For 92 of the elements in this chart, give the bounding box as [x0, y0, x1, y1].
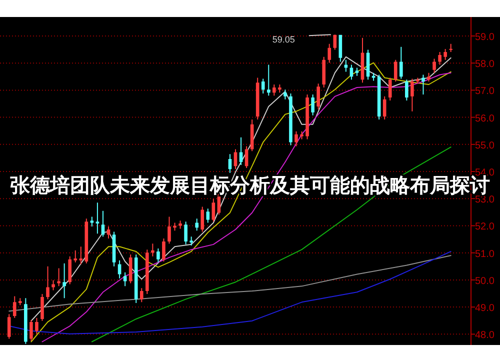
candlestick	[382, 96, 386, 120]
candlestick	[432, 58, 436, 73]
candlestick	[278, 84, 282, 93]
candlestick	[178, 220, 182, 229]
candlestick	[394, 60, 398, 82]
candlestick	[168, 216, 171, 244]
y-tick-label: 56.0	[475, 113, 495, 124]
candlestick	[162, 238, 166, 262]
candlestick	[416, 78, 420, 84]
candlestick	[173, 222, 176, 231]
y-tick-label: 58.0	[475, 59, 495, 70]
candlestick	[206, 208, 210, 223]
line-series	[8, 250, 452, 334]
candlestick	[79, 246, 83, 264]
candlestick	[190, 236, 193, 246]
candlestick	[422, 74, 425, 95]
candlestick	[244, 146, 248, 168]
candlestick	[256, 78, 260, 120]
y-tick-label: 57.0	[475, 86, 495, 98]
candlestick	[399, 46, 403, 79]
candlestick	[405, 80, 408, 100]
candlestick	[234, 149, 238, 170]
candlestick	[123, 272, 127, 286]
candlestick	[46, 266, 50, 300]
candlestick	[151, 244, 154, 256]
candlestick	[306, 94, 309, 140]
candlestick	[101, 210, 105, 237]
y-tick-label: 51.0	[475, 248, 495, 260]
candlestick	[106, 226, 110, 238]
y-tick-label: 50.0	[475, 276, 495, 287]
candlestick	[228, 154, 232, 173]
candlestick	[322, 56, 326, 88]
candlestick	[118, 260, 122, 278]
candlestick	[84, 218, 88, 264]
candlestick	[250, 119, 254, 152]
candlestick	[24, 298, 28, 344]
candlestick	[300, 131, 304, 140]
candlestick	[156, 248, 160, 262]
candlestick	[350, 64, 354, 80]
candlestick	[62, 263, 66, 298]
candlestick	[96, 202, 100, 234]
candlestick	[328, 44, 332, 63]
candlestick	[18, 298, 22, 306]
candlestick	[366, 50, 370, 80]
candlestick	[12, 296, 16, 318]
candlestick	[444, 48, 447, 60]
y-tick-label: 48.0	[475, 330, 495, 342]
y-tick-label: 59.0	[475, 32, 495, 43]
candlestick	[388, 78, 392, 100]
candlestick	[7, 314, 11, 339]
candlestick	[266, 64, 270, 96]
candlestick	[212, 198, 216, 222]
candlestick	[272, 84, 276, 96]
candlestick	[438, 52, 442, 65]
candlestick	[35, 318, 38, 334]
candlestick	[74, 250, 78, 262]
candlestick	[410, 78, 414, 112]
candlestick	[289, 93, 292, 146]
candlestick	[360, 38, 364, 83]
candlestick	[239, 137, 243, 166]
candlestick	[333, 34, 337, 50]
candlestick	[377, 74, 381, 120]
candlestick	[30, 320, 33, 341]
candlestick	[40, 294, 44, 321]
candlestick	[128, 254, 132, 284]
candlestick	[261, 78, 265, 94]
candlestick	[52, 280, 55, 290]
candlestick	[344, 60, 348, 72]
annotation: 59.05	[272, 34, 295, 45]
y-tick-label: 49.0	[475, 303, 495, 314]
y-tick-label: 55.0	[475, 140, 495, 152]
candlestick	[294, 131, 298, 146]
candlestick	[427, 72, 430, 82]
candlestick	[284, 90, 287, 100]
candlestick	[449, 44, 452, 52]
candlestick	[145, 250, 149, 294]
candlestick	[57, 268, 60, 286]
candlestick	[184, 222, 188, 244]
candlestick	[112, 232, 116, 266]
candlestick	[140, 288, 144, 302]
candlestick	[90, 216, 94, 227]
candlestick	[200, 206, 204, 232]
candlestick	[355, 68, 359, 76]
candlestick	[316, 84, 320, 110]
candlestick	[338, 34, 342, 62]
candlestick	[134, 254, 138, 303]
y-tick-label: 52.0	[475, 222, 495, 233]
candlestick	[195, 218, 199, 231]
y-tick-label: 53.0	[475, 194, 495, 206]
candlestick	[311, 94, 314, 116]
candlestick	[68, 256, 72, 284]
line-series	[8, 255, 452, 312]
